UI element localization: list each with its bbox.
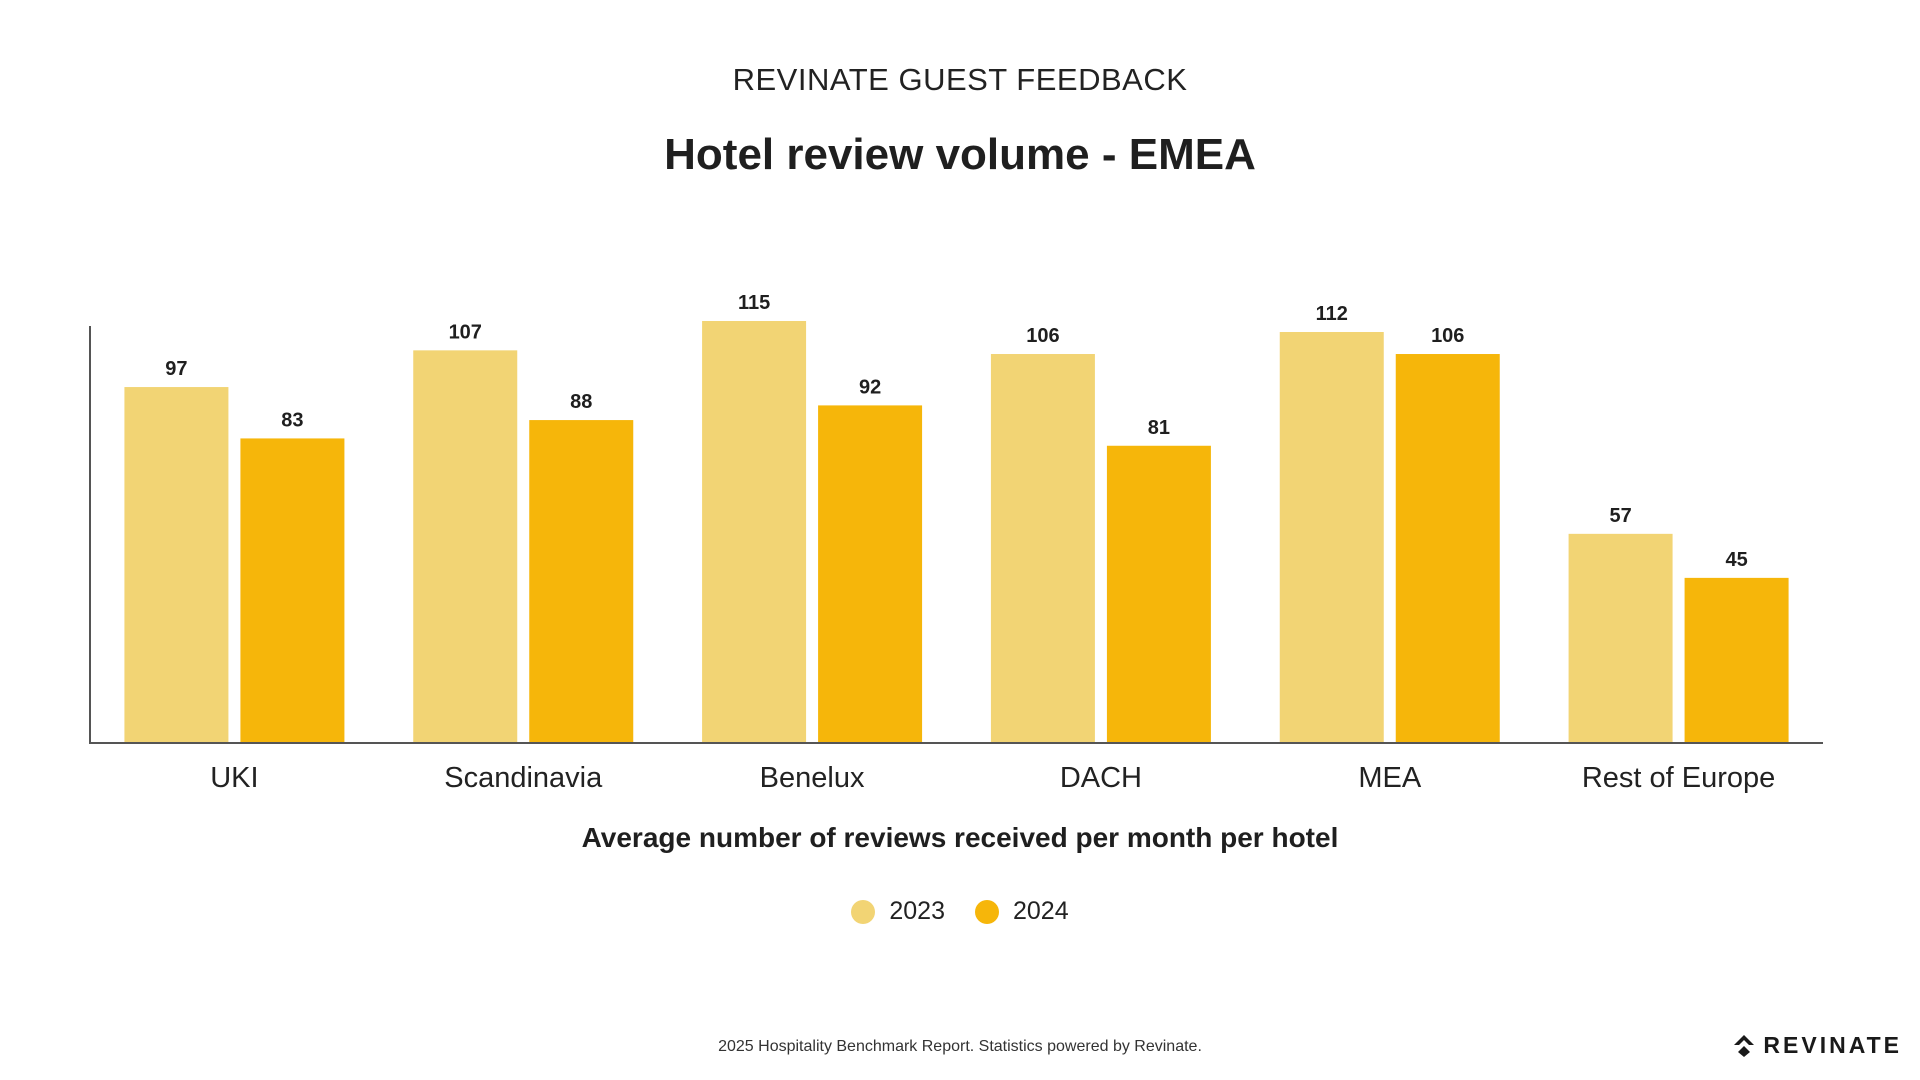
data-label-benelux-2024: 92 [859, 376, 881, 398]
bar-dach-2024 [1106, 445, 1211, 743]
legend-item-2023: 2023 [851, 897, 945, 926]
revinate-logo: REVINATE [1733, 1032, 1902, 1059]
legend: 2023 2024 [0, 897, 1920, 926]
x-tick-label-scandinavia: Scandinavia [444, 762, 603, 794]
legend-item-2024: 2024 [975, 897, 1069, 926]
data-label-dach-2023: 106 [1026, 325, 1059, 347]
legend-swatch-2024 [975, 899, 999, 924]
revinate-logo-icon [1734, 1034, 1755, 1057]
data-label-benelux-2023: 115 [738, 292, 770, 314]
data-label-mea-2023: 112 [1316, 303, 1348, 325]
bar-uki-2024 [240, 438, 345, 743]
legend-label-2024: 2024 [1013, 897, 1069, 925]
bar-mea-2024 [1395, 354, 1500, 743]
bar-dach-2023 [990, 354, 1095, 743]
bar-uki-2023 [124, 387, 229, 743]
revinate-logo-text: REVINATE [1763, 1032, 1902, 1058]
data-label-scandinavia-2023: 107 [449, 321, 482, 343]
data-label-scandinavia-2024: 88 [570, 391, 592, 413]
data-label-mea-2024: 106 [1431, 325, 1464, 347]
bar-rest-of-europe-2024 [1684, 577, 1789, 743]
x-tick-label-rest-of-europe: Rest of Europe [1582, 762, 1775, 794]
data-label-dach-2024: 81 [1148, 417, 1170, 439]
x-tick-label-uki: UKI [210, 762, 258, 794]
x-tick-label-dach: DACH [1060, 762, 1142, 794]
x-tick-label-mea: MEA [1358, 762, 1422, 794]
bar-benelux-2024 [818, 405, 923, 743]
legend-label-2023: 2023 [889, 897, 945, 925]
data-label-rest-of-europe-2024: 45 [1725, 549, 1747, 571]
chart-supertitle: REVINATE GUEST FEEDBACK [732, 62, 1188, 97]
data-label-rest-of-europe-2023: 57 [1609, 505, 1631, 527]
bar-scandinavia-2023 [413, 350, 518, 743]
chart-title: Hotel review volume - EMEA [664, 130, 1256, 179]
bar-scandinavia-2024 [529, 420, 634, 743]
footer-note: 2025 Hospitality Benchmark Report. Stati… [718, 1038, 1202, 1055]
data-label-uki-2024: 83 [281, 409, 303, 431]
x-axis-title: Average number of reviews received per m… [581, 822, 1339, 853]
legend-swatch-2023 [851, 899, 876, 924]
x-tick-label-benelux: Benelux [760, 762, 865, 794]
bar-mea-2023 [1279, 332, 1384, 743]
bar-rest-of-europe-2023 [1568, 533, 1673, 743]
data-label-uki-2023: 97 [165, 358, 187, 380]
bar-benelux-2023 [702, 320, 807, 743]
